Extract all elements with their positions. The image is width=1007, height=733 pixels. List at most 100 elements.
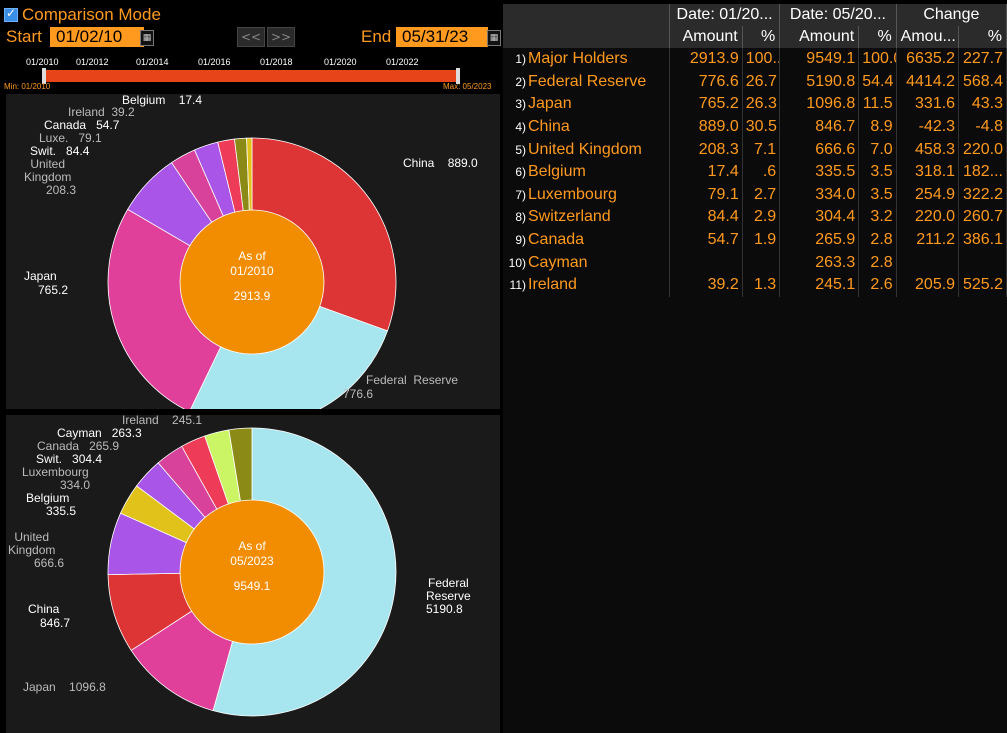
row-value-cell: 182... <box>958 160 1007 184</box>
row-value-cell: 846.7 <box>779 115 860 139</box>
timeline-max-label: Max: 05/2023 <box>443 82 492 91</box>
table-row[interactable]: 7) Luxembourg 79.1 2.7 334.0 3.5 254.9 322.2 <box>503 183 1007 207</box>
row-name: Canada <box>528 231 585 249</box>
subheader-pct-2023[interactable]: % <box>858 26 897 48</box>
row-name: Switzerland <box>528 208 611 226</box>
row-name-cell[interactable]: 4) China <box>503 115 670 139</box>
row-name-cell[interactable]: 3) Japan <box>503 93 670 116</box>
row-value-cell: 318.1 <box>896 160 960 184</box>
row-name-cell[interactable]: 10) Cayman <box>503 251 670 274</box>
row-name: Ireland <box>528 276 577 294</box>
row-value-cell: 4414.2 <box>896 70 960 94</box>
row-value-cell: 1.3 <box>742 273 781 297</box>
table-row[interactable]: 8) Switzerland 84.4 2.9 304.4 3.2 220.0 260.7 <box>503 206 1007 229</box>
label-fed-value-2010: 776.6 <box>343 387 374 401</box>
label-luxembourg-2023: Luxembourg <box>22 465 89 479</box>
row-value-cell: 458.3 <box>896 138 960 161</box>
label-japan-2023: Japan 1096.8 <box>23 680 106 694</box>
donut-center-text: 9549.1 <box>234 579 271 593</box>
start-date-field[interactable]: 01/02/10 <box>50 27 144 47</box>
row-value-cell: 100.0 <box>858 48 897 71</box>
row-value-cell: 54.7 <box>669 228 743 252</box>
row-index: 5) <box>515 142 526 157</box>
table-row[interactable]: 4) China 889.0 30.5 846.7 8.9 -42.3 -4.8 <box>503 115 1007 139</box>
row-index: 4) <box>515 120 526 135</box>
table-row[interactable]: 9) Canada 54.7 1.9 265.9 2.8 211.2 386.1 <box>503 228 1007 252</box>
comparison-mode-checkbox[interactable] <box>4 6 18 22</box>
subheader-amount-2010[interactable]: Amount <box>669 26 743 48</box>
row-value-cell: 54.4 <box>858 70 897 94</box>
row-value-cell: 265.9 <box>779 228 860 252</box>
group-header-2010[interactable]: Date: 01/20... <box>669 4 781 26</box>
row-name-cell[interactable]: 5) United Kingdom <box>503 138 670 161</box>
table-row[interactable]: 10) Cayman 263.3 2.8 <box>503 251 1007 274</box>
nav-next-button[interactable]: >> <box>267 27 295 47</box>
table-row[interactable]: 3) Japan 765.2 26.3 1096.8 11.5 331.6 43.3 <box>503 93 1007 116</box>
row-value-cell: 3.5 <box>858 183 897 207</box>
row-value-cell: 889.0 <box>669 115 743 139</box>
row-value-cell: 334.0 <box>779 183 860 207</box>
row-value-cell: 2.9 <box>742 206 781 229</box>
row-name-cell[interactable]: 1) Major Holders <box>503 48 670 71</box>
row-value-cell: 776.6 <box>669 70 743 94</box>
table-row[interactable]: 5) United Kingdom 208.3 7.1 666.6 7.0 458.3 220… <box>503 138 1007 161</box>
pie-chart-panel-2010: As of 01/2010 2913.9 China 889.0 Federal R… <box>6 94 500 409</box>
timeline-tick-label: 01/2016 <box>198 57 231 67</box>
timeline-tick-label: 01/2020 <box>324 57 357 67</box>
row-name-cell[interactable]: 7) Luxembourg <box>503 183 670 207</box>
row-name-cell[interactable]: 6) Belgium <box>503 160 670 184</box>
label-belgium-value-2023: 335.5 <box>46 504 77 518</box>
row-value-cell: 30.5 <box>742 115 781 139</box>
row-name: Federal Reserve <box>528 72 647 90</box>
subheader-pct-2010[interactable]: % <box>742 26 781 48</box>
table-corner-subheader <box>503 26 670 48</box>
donut-center-text: 2913.9 <box>234 289 271 303</box>
group-header-2023[interactable]: Date: 05/20... <box>779 4 897 26</box>
timeline-start-handle[interactable] <box>42 68 46 84</box>
row-value-cell: 666.6 <box>779 138 860 161</box>
row-value-cell <box>958 251 1007 274</box>
row-name: United Kingdom <box>528 140 642 158</box>
pie-slice-japan[interactable] <box>107 208 253 409</box>
end-date-field[interactable]: 05/31/23 <box>396 27 488 47</box>
donut-center-text: As of <box>238 249 266 263</box>
group-header-change[interactable]: Change <box>896 4 1007 26</box>
row-name-cell[interactable]: 2) Federal Reserve <box>503 70 670 94</box>
label-fed-2010: Federal Reserve <box>366 373 459 387</box>
start-label: Start <box>6 27 42 46</box>
row-value-cell: 26.7 <box>742 70 781 94</box>
timeline-end-handle[interactable] <box>456 68 460 84</box>
donut-center-text: As of <box>238 539 266 553</box>
row-value-cell: 6635.2 <box>896 48 960 71</box>
label-swit-2010: Swit. 84.4 <box>30 144 90 158</box>
label-ireland-2010: Ireland 39.2 <box>68 105 135 119</box>
subheader-pct-change[interactable]: % <box>958 26 1007 48</box>
table-row[interactable]: 6) Belgium 17.4.6 335.5 3.5 318.1 182... <box>503 160 1007 184</box>
table-row[interactable]: 11) Ireland 39.2 1.3 245.1 2.6 205.9 525.2 <box>503 273 1007 297</box>
row-name-cell[interactable]: 11) Ireland <box>503 273 670 297</box>
row-value-cell: 43.3 <box>958 93 1007 116</box>
table-row[interactable]: 2) Federal Reserve 776.6 26.7 5190.8 54.4 4414… <box>503 70 1007 94</box>
row-value-cell: 205.9 <box>896 273 960 297</box>
row-value-cell: 7.1 <box>742 138 781 161</box>
table-row[interactable]: 1)Major Holders2913.9100...9549.1100.066… <box>503 48 1007 71</box>
row-index: 9) <box>515 233 526 248</box>
row-value-cell: 9549.1 <box>779 48 860 71</box>
timeline-tick-label: 01/2022 <box>386 57 419 67</box>
label-japan-2010: Japan <box>24 269 57 283</box>
label-japan-value-2010: 765.2 <box>38 283 69 297</box>
row-name-cell[interactable]: 8) Switzerland <box>503 206 670 229</box>
row-name: Japan <box>528 95 572 113</box>
end-calendar-icon[interactable]: ▦ <box>487 30 501 46</box>
start-calendar-icon[interactable]: ▦ <box>140 30 154 46</box>
nav-prev-button[interactable]: << <box>237 27 265 47</box>
row-name-cell[interactable]: 9) Canada <box>503 228 670 252</box>
label-china-2010: China 889.0 <box>403 156 478 170</box>
row-index: 7) <box>515 187 526 202</box>
subheader-amount-2023[interactable]: Amount <box>779 26 860 48</box>
row-index: 2) <box>515 74 526 89</box>
label-uk-value-2023: 666.6 <box>34 556 65 570</box>
timeline-slider-track[interactable] <box>42 70 460 82</box>
label-uk-value-2010: 208.3 <box>46 183 77 197</box>
subheader-amount-change[interactable]: Amou... <box>896 26 960 48</box>
